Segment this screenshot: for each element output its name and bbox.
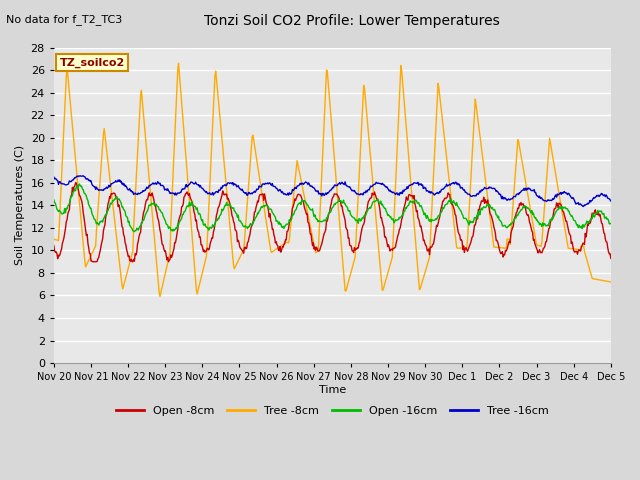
Legend: Open -8cm, Tree -8cm, Open -16cm, Tree -16cm: Open -8cm, Tree -8cm, Open -16cm, Tree -… [111,402,553,420]
Text: TZ_soilco2: TZ_soilco2 [60,57,125,68]
Y-axis label: Soil Temperatures (C): Soil Temperatures (C) [15,145,25,265]
Text: Tonzi Soil CO2 Profile: Lower Temperatures: Tonzi Soil CO2 Profile: Lower Temperatur… [204,14,500,28]
Text: No data for f_T2_TC3: No data for f_T2_TC3 [6,14,123,25]
X-axis label: Time: Time [319,385,346,395]
